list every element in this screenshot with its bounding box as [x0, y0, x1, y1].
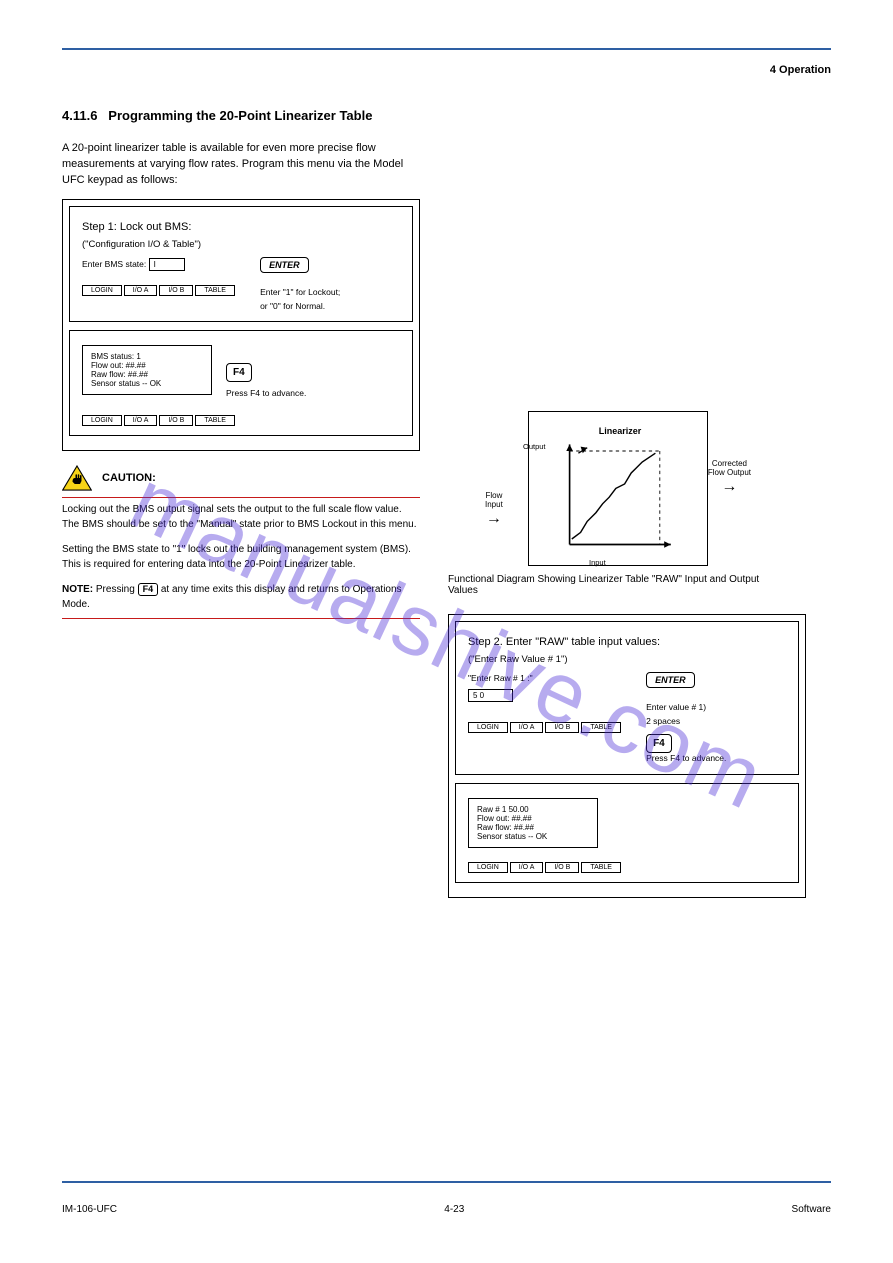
fkey-login-2[interactable]: LOGIN — [82, 415, 122, 426]
right-column: Linearizer Input Output — [448, 141, 806, 898]
caution-rule-bottom — [62, 618, 420, 619]
bottom-rule — [62, 1181, 831, 1183]
fkey-ioa-3[interactable]: I/O A — [510, 722, 544, 733]
step-1-right3: Press F4 to advance. — [226, 388, 306, 398]
fkey-ioa-4[interactable]: I/O A — [510, 862, 544, 873]
enter-key-2[interactable]: ENTER — [646, 672, 695, 688]
page-footer: IM-106-UFC 4-23 Software — [62, 1204, 831, 1215]
caution-note: NOTE: Pressing F4 at any time exits this… — [62, 582, 420, 612]
enter-key-1[interactable]: ENTER — [260, 257, 309, 273]
linearizer-chart: Linearizer Input Output — [528, 411, 708, 566]
caution-para-2: Setting the BMS state to "1" locks out t… — [62, 542, 420, 572]
step-1-right1: Enter "1" for Lockout; — [260, 287, 340, 297]
flow-input-arrow: Flow Input → — [485, 492, 503, 527]
fkey-iob[interactable]: I/O B — [159, 285, 193, 296]
step-1-panel: Step 1: Lock out BMS: ("Configuration I/… — [62, 199, 420, 451]
flow-output-arrow: Corrected Flow Output → — [708, 460, 751, 495]
chart-title: Linearizer — [543, 426, 697, 436]
step-2-top: Step 2. Enter "RAW" table input values: … — [455, 621, 799, 775]
f4-key-1[interactable]: F4 — [226, 363, 252, 382]
display-box-1: BMS status: 1 Flow out: ##.## Raw flow: … — [82, 345, 212, 395]
step-1-subhead: ("Configuration I/O & Table") — [82, 239, 400, 250]
chart-x-label: Input — [589, 558, 606, 567]
note-prefix: NOTE: — [62, 584, 93, 595]
fkey-login-4[interactable]: LOGIN — [468, 862, 508, 873]
step-1-top: Step 1: Lock out BMS: ("Configuration I/… — [69, 206, 413, 322]
chart-svg — [543, 440, 693, 550]
fkey-table[interactable]: TABLE — [195, 285, 235, 296]
footer-left: IM-106-UFC — [62, 1204, 117, 1215]
chart-caption: Functional Diagram Showing Linearizer Ta… — [448, 574, 788, 596]
fkey-table-3[interactable]: TABLE — [581, 722, 621, 733]
caution-hand-icon — [62, 465, 92, 491]
intro-paragraph: A 20-point linearizer table is available… — [62, 141, 420, 189]
fkey-table-4[interactable]: TABLE — [581, 862, 621, 873]
caution-label: CAUTION: — [102, 472, 156, 484]
arrow-out-l2: Flow Output — [708, 468, 751, 477]
disp-2-l1: Raw # 1 50.00 — [477, 805, 589, 814]
left-column: A 20-point linearizer table is available… — [62, 141, 420, 898]
fkey-iob-4[interactable]: I/O B — [545, 862, 579, 873]
fkeys-row-4: LOGINI/O AI/O BTABLE — [468, 856, 786, 874]
caution-para-1: Locking out the BMS output signal sets t… — [62, 502, 420, 532]
fkeys-row-2: LOGINI/O AI/O BTABLE — [82, 409, 400, 427]
section-heading: Programming the 20-Point Linearizer Tabl… — [108, 108, 372, 123]
footer-center: 4-23 — [444, 1204, 464, 1215]
chapter-label: 4 Operation — [770, 64, 831, 76]
step-2-right1: Enter value # 1) — [646, 702, 706, 712]
f4-inline-key: F4 — [138, 583, 159, 596]
step-1-heading: Step 1: Lock out BMS: — [82, 221, 400, 233]
section-title: 4.11.6 Programming the 20-Point Lineariz… — [62, 108, 831, 123]
step-2-right2: 2 spaces — [646, 716, 680, 726]
step-2-input-value: 5 0 — [473, 691, 484, 700]
step-1-input-box[interactable]: I — [149, 258, 185, 271]
caution-rule-top — [62, 497, 420, 498]
step-2-panel: Step 2. Enter "RAW" table input values: … — [448, 614, 806, 898]
fkeys-row-3: LOGINI/O AI/O BTABLE — [468, 716, 646, 734]
top-rule — [62, 48, 831, 50]
arrow-in-l2: Input — [485, 500, 503, 509]
disp-1-l1: BMS status: 1 — [91, 352, 203, 361]
step-1-bottom: BMS status: 1 Flow out: ##.## Raw flow: … — [69, 330, 413, 436]
fkeys-row-1: LOGINI/O AI/O BTABLE — [82, 279, 260, 297]
fkey-login[interactable]: LOGIN — [82, 285, 122, 296]
fkey-iob-3[interactable]: I/O B — [545, 722, 579, 733]
disp-2-l2: Flow out: ##.## — [477, 814, 589, 823]
step-1-right2: or "0" for Normal. — [260, 301, 325, 311]
arrow-in-l1: Flow — [485, 491, 502, 500]
step-2-subhead: ("Enter Raw Value # 1") — [468, 654, 786, 665]
step-1-input-label: Enter BMS state: — [82, 259, 146, 269]
arrow-out-l1: Corrected — [712, 459, 747, 468]
fkey-ioa[interactable]: I/O A — [124, 285, 158, 296]
section-number: 4.11.6 — [62, 108, 97, 123]
note-body-1: Pressing — [96, 584, 138, 595]
display-box-2: Raw # 1 50.00 Flow out: ##.## Raw flow: … — [468, 798, 598, 848]
step-2-bottom: Raw # 1 50.00 Flow out: ##.## Raw flow: … — [455, 783, 799, 883]
disp-1-l3: Raw flow: ##.## — [91, 370, 203, 379]
step-2-prompt: "Enter Raw # 1 :" — [468, 673, 646, 683]
step-2-input-box[interactable]: 5 0 — [468, 689, 513, 702]
chart-y-label: Output — [523, 442, 546, 451]
fkey-iob-2[interactable]: I/O B — [159, 415, 193, 426]
step-2-right3: Press F4 to advance. — [646, 753, 726, 763]
fkey-login-3[interactable]: LOGIN — [468, 722, 508, 733]
caution-header: CAUTION: — [62, 465, 420, 491]
disp-1-l4: Sensor status -- OK — [91, 379, 203, 388]
fkey-table-2[interactable]: TABLE — [195, 415, 235, 426]
footer-right: Software — [792, 1204, 831, 1215]
fkey-ioa-2[interactable]: I/O A — [124, 415, 158, 426]
disp-2-l4: Sensor status -- OK — [477, 832, 589, 841]
disp-1-l2: Flow out: ##.## — [91, 361, 203, 370]
f4-key-2[interactable]: F4 — [646, 734, 672, 753]
disp-2-l3: Raw flow: ##.## — [477, 823, 589, 832]
step-1-input-value: I — [154, 260, 156, 269]
step-2-heading: Step 2. Enter "RAW" table input values: — [468, 636, 786, 648]
